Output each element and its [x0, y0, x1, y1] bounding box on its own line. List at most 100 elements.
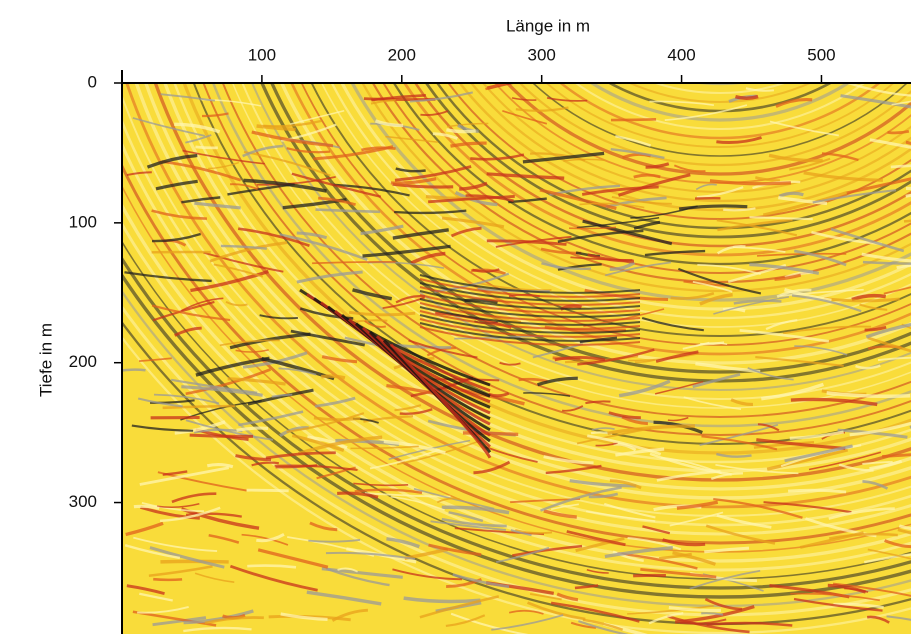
texture-stroke — [155, 179, 198, 191]
texture-stroke — [611, 196, 672, 205]
texture-stroke — [139, 592, 173, 602]
texture-stroke — [137, 605, 189, 614]
texture-stroke — [321, 355, 358, 364]
texture-stroke — [664, 104, 748, 121]
texture-stroke — [162, 470, 188, 476]
texture-stroke — [331, 608, 369, 622]
texture-arc — [361, 83, 911, 293]
texture-stroke — [861, 252, 911, 263]
texture-stroke — [627, 536, 682, 551]
texture-stroke — [678, 204, 748, 211]
texture-stroke — [756, 252, 847, 257]
texture-stroke — [428, 543, 482, 557]
texture-stroke — [194, 572, 235, 584]
texture-arc — [122, 162, 911, 545]
texture-stroke — [353, 482, 409, 487]
texture-stroke — [821, 152, 859, 162]
x-tick-label: 400 — [667, 45, 695, 64]
texture-arc — [458, 83, 911, 212]
texture-stroke — [473, 460, 511, 475]
texture-arc — [221, 83, 911, 418]
texture-reflector — [419, 278, 641, 298]
texture-stroke — [208, 161, 240, 170]
texture-stroke — [704, 546, 750, 554]
texture-reflector — [389, 343, 492, 459]
texture-stroke — [716, 452, 752, 458]
texture-stroke — [189, 433, 254, 438]
texture-stroke — [838, 463, 874, 472]
texture-stroke — [648, 612, 684, 625]
texture-stroke — [409, 91, 474, 103]
texture-stroke — [683, 396, 742, 411]
texture-stroke — [642, 525, 671, 535]
texture-arc — [652, 83, 788, 94]
texture-stroke — [794, 249, 847, 267]
texture-stroke — [279, 233, 368, 261]
texture-arc — [545, 83, 895, 148]
texture-stroke — [441, 216, 505, 229]
texture-stroke — [641, 316, 704, 332]
texture-arc — [290, 83, 911, 356]
texture-arc — [211, 83, 911, 428]
texture-arc — [122, 184, 911, 553]
texture-stroke — [575, 536, 625, 553]
texture-stroke — [627, 605, 714, 615]
texture-stroke — [529, 593, 562, 601]
texture-arc — [627, 83, 813, 103]
texture-stroke — [403, 596, 481, 604]
texture-stroke — [577, 348, 655, 366]
texture-stroke — [607, 424, 695, 436]
texture-stroke — [364, 320, 387, 328]
texture-stroke — [763, 501, 852, 514]
texture-stroke — [604, 261, 672, 277]
texture-stroke — [765, 319, 798, 331]
texture-stroke — [151, 304, 231, 322]
texture-stroke — [170, 378, 258, 394]
texture-arc — [392, 83, 911, 266]
x-axis-label: Länge in m — [506, 16, 590, 35]
texture-stroke — [859, 303, 888, 311]
texture-stroke — [609, 261, 636, 271]
texture-stroke — [321, 374, 346, 380]
texture-arc — [182, 83, 911, 455]
texture-stroke — [225, 301, 248, 307]
texture-arc — [330, 83, 911, 320]
texture-arc — [552, 0, 888, 48]
texture-arc — [280, 83, 911, 365]
texture-stroke — [274, 464, 358, 472]
texture-stroke — [325, 551, 416, 560]
texture-stroke — [556, 592, 579, 602]
texture-stroke — [132, 117, 206, 137]
texture-stroke — [617, 173, 691, 197]
texture-stroke — [591, 427, 615, 431]
texture-stroke — [630, 205, 698, 219]
texture-stroke — [610, 117, 657, 122]
texture-arc — [589, 83, 851, 122]
texture-stroke — [615, 134, 652, 147]
texture-stroke — [739, 329, 830, 343]
texture-stroke — [174, 122, 221, 134]
texture-stroke — [537, 376, 578, 387]
texture-stroke — [133, 536, 218, 553]
texture-stroke — [581, 185, 659, 196]
texture-stroke — [756, 438, 846, 450]
texture-stroke — [394, 404, 422, 412]
texture-stroke — [869, 459, 903, 471]
texture-stroke — [308, 538, 361, 543]
texture-stroke — [148, 565, 213, 578]
texture-stroke — [522, 151, 605, 164]
texture-stroke — [784, 444, 853, 463]
texture-stroke — [182, 149, 265, 165]
texture-reflector — [419, 274, 641, 294]
texture-arc — [125, 83, 911, 509]
x-tick-label: 100 — [248, 45, 276, 64]
texture-stroke — [297, 435, 383, 456]
texture-stroke — [695, 183, 717, 191]
texture-stroke — [803, 171, 883, 182]
texture-stroke — [716, 136, 762, 145]
texture-stroke — [291, 172, 382, 198]
texture-stroke — [256, 124, 296, 132]
texture-stroke — [174, 420, 226, 435]
texture-stroke — [716, 514, 772, 529]
